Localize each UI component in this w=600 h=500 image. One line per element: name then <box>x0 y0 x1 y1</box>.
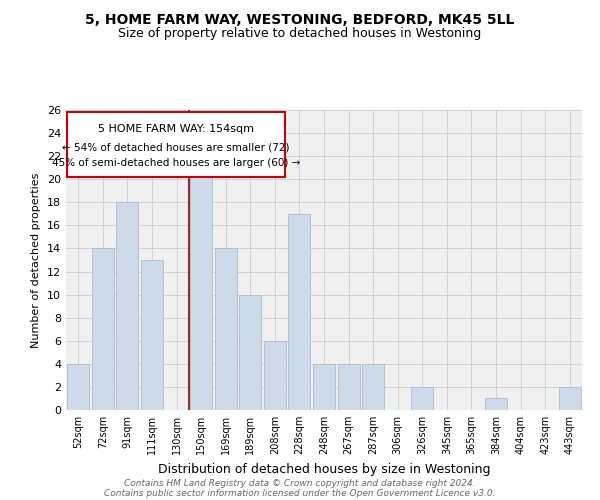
Text: Contains public sector information licensed under the Open Government Licence v3: Contains public sector information licen… <box>104 488 496 498</box>
Bar <box>190 168 212 410</box>
Bar <box>239 294 262 410</box>
Bar <box>485 398 507 410</box>
Bar <box>141 260 163 410</box>
X-axis label: Distribution of detached houses by size in Westoning: Distribution of detached houses by size … <box>158 462 490 475</box>
Bar <box>67 364 89 410</box>
Y-axis label: Number of detached properties: Number of detached properties <box>31 172 41 348</box>
Text: Size of property relative to detached houses in Westoning: Size of property relative to detached ho… <box>118 28 482 40</box>
Bar <box>559 387 581 410</box>
Text: 45% of semi-detached houses are larger (60) →: 45% of semi-detached houses are larger (… <box>52 158 300 168</box>
FancyBboxPatch shape <box>67 112 284 177</box>
Bar <box>289 214 310 410</box>
Text: 5 HOME FARM WAY: 154sqm: 5 HOME FARM WAY: 154sqm <box>98 124 254 134</box>
Bar <box>264 341 286 410</box>
Bar <box>313 364 335 410</box>
Bar <box>338 364 359 410</box>
Bar <box>92 248 114 410</box>
Bar <box>215 248 237 410</box>
Bar <box>411 387 433 410</box>
Bar <box>116 202 139 410</box>
Text: Contains HM Land Registry data © Crown copyright and database right 2024.: Contains HM Land Registry data © Crown c… <box>124 478 476 488</box>
Text: 5, HOME FARM WAY, WESTONING, BEDFORD, MK45 5LL: 5, HOME FARM WAY, WESTONING, BEDFORD, MK… <box>85 12 515 26</box>
Text: ← 54% of detached houses are smaller (72): ← 54% of detached houses are smaller (72… <box>62 142 290 152</box>
Bar <box>362 364 384 410</box>
